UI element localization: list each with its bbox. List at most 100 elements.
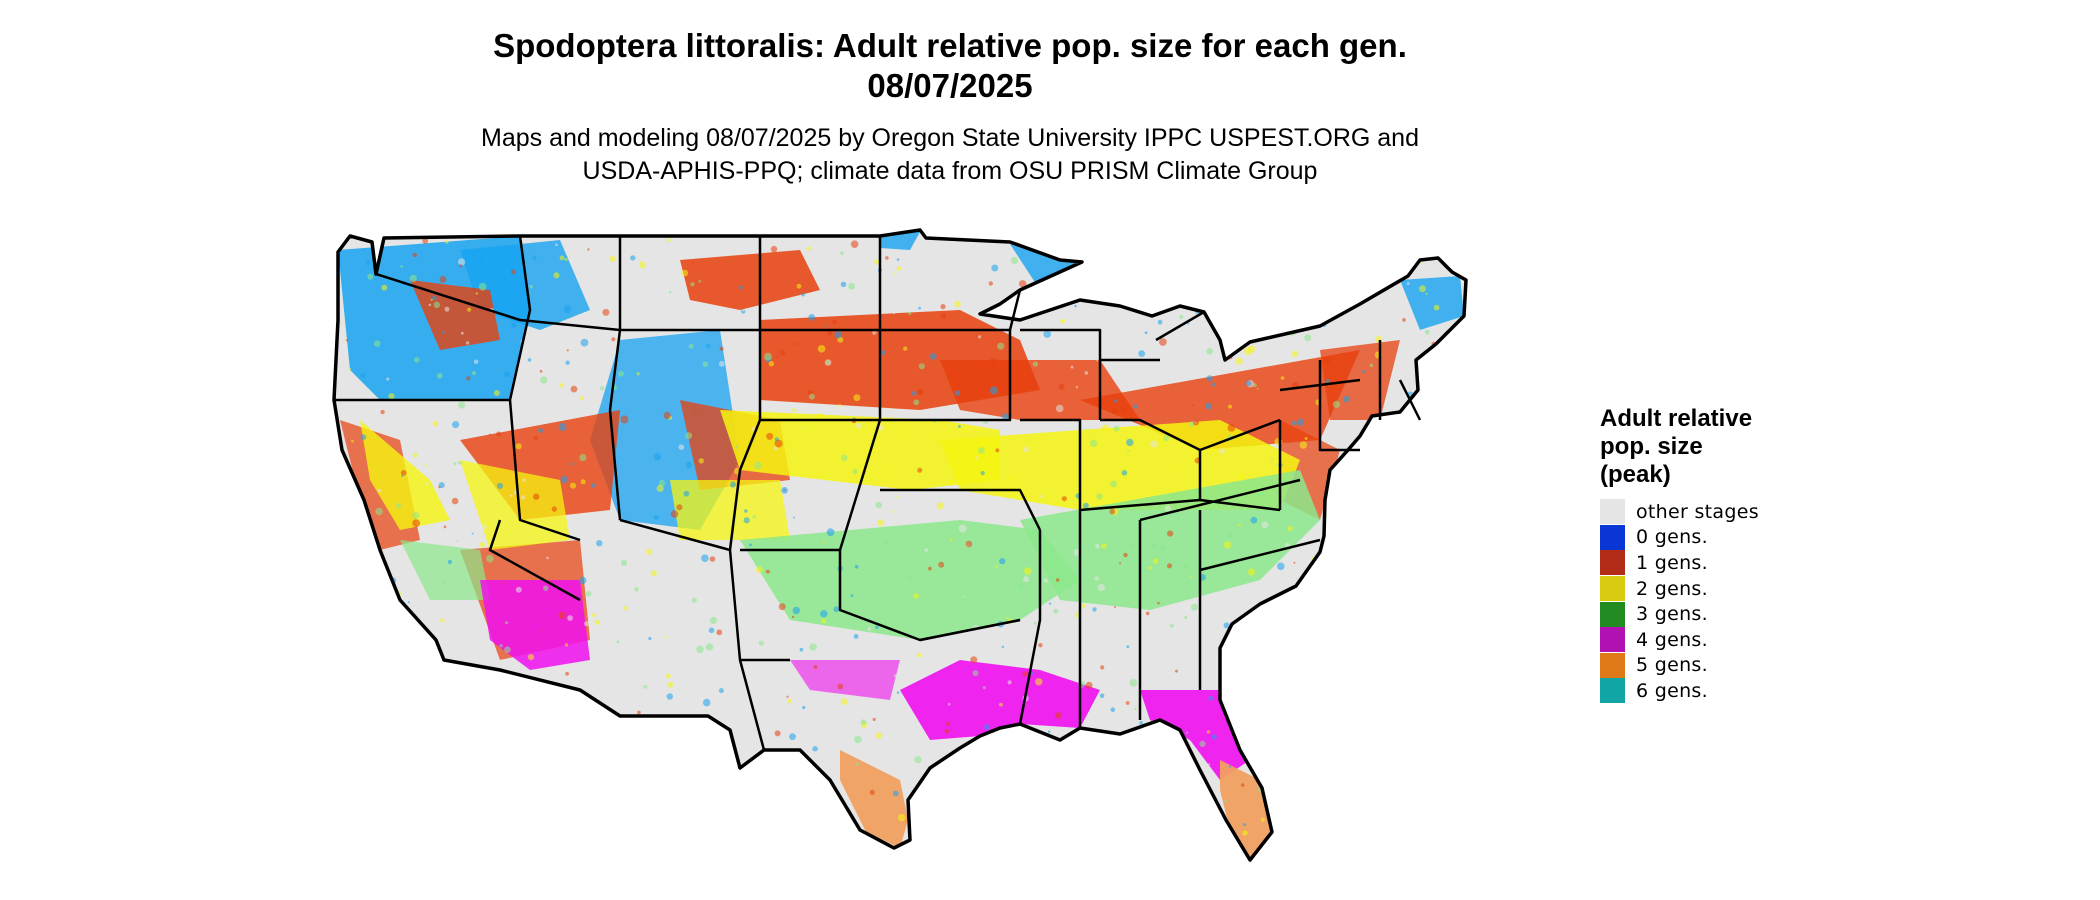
texture-speck — [1099, 693, 1105, 699]
texture-speck — [1442, 720, 1445, 724]
texture-speck — [1084, 371, 1089, 375]
us-outline — [332, 228, 1468, 862]
texture-speck — [1237, 341, 1241, 344]
texture-speck — [1095, 543, 1100, 549]
texture-speck — [458, 258, 466, 266]
texture-speck — [496, 835, 501, 840]
texture-speck — [1206, 347, 1214, 355]
texture-speck — [602, 308, 610, 316]
texture-speck — [1358, 833, 1361, 836]
texture-speck — [611, 337, 616, 342]
texture-speck — [1085, 681, 1093, 689]
texture-speck — [809, 289, 812, 293]
texture-speck — [854, 564, 859, 569]
texture-speck — [1010, 256, 1019, 265]
texture-speck — [488, 433, 491, 436]
texture-speck — [529, 285, 533, 289]
texture-speck — [1192, 419, 1199, 426]
texture-speck — [1129, 678, 1138, 687]
legend-item: 1 gens. — [1600, 550, 1759, 576]
texture-speck — [380, 409, 385, 415]
legend-label: 2 gens. — [1636, 577, 1708, 600]
texture-speck — [768, 361, 775, 367]
texture-speck — [471, 370, 476, 376]
texture-speck — [1208, 696, 1214, 701]
texture-speck — [1452, 369, 1459, 375]
texture-speck — [914, 755, 922, 764]
texture-speck — [997, 342, 1005, 350]
state-border — [488, 519, 581, 602]
texture-speck — [1244, 242, 1253, 250]
legend-item: other stages — [1600, 499, 1759, 525]
texture-speck — [1380, 241, 1384, 244]
texture-speck — [1297, 418, 1304, 426]
texture-speck — [809, 643, 817, 651]
texture-speck — [351, 439, 354, 443]
texture-speck — [967, 658, 971, 662]
texture-speck — [995, 448, 1000, 453]
texture-speck — [407, 682, 415, 691]
texture-speck — [1392, 560, 1400, 569]
texture-speck — [1369, 363, 1374, 368]
texture-speck — [975, 456, 979, 460]
texture-speck — [896, 266, 902, 271]
texture-speck — [1166, 563, 1173, 569]
texture-speck — [743, 517, 750, 524]
texture-speck — [826, 607, 828, 610]
texture-speck — [681, 269, 689, 277]
texture-speck — [603, 812, 612, 821]
legend-swatch — [1600, 499, 1625, 525]
texture-speck — [1389, 653, 1393, 657]
texture-speck — [1346, 274, 1353, 282]
texture-speck — [1169, 623, 1174, 628]
texture-speck — [583, 812, 591, 820]
texture-speck — [860, 719, 867, 726]
texture-speck — [1320, 269, 1324, 273]
texture-speck — [630, 255, 636, 261]
texture-speck — [570, 385, 578, 393]
texture-speck — [1442, 449, 1445, 452]
texture-speck — [496, 431, 501, 437]
legend-swatch — [1600, 678, 1625, 704]
texture-speck — [1130, 792, 1134, 796]
texture-speck — [1277, 562, 1285, 571]
texture-speck — [1235, 357, 1243, 365]
texture-speck — [1332, 626, 1335, 629]
texture-speck — [1449, 690, 1456, 697]
texture-speck — [1126, 438, 1134, 447]
texture-speck — [663, 411, 671, 419]
texture-speck — [527, 654, 535, 661]
texture-speck — [1110, 817, 1118, 825]
texture-speck — [1432, 462, 1438, 468]
texture-speck — [1121, 470, 1128, 476]
texture-speck — [1419, 285, 1426, 293]
texture-speck — [568, 379, 576, 387]
texture-speck — [867, 627, 872, 631]
texture-speck — [375, 507, 383, 516]
texture-speck — [590, 483, 596, 488]
texture-speck — [984, 724, 990, 730]
texture-speck — [957, 425, 961, 428]
texture-speck — [1425, 292, 1428, 295]
texture-speck — [455, 825, 461, 831]
texture-speck — [1242, 283, 1246, 287]
texture-speck — [653, 515, 659, 520]
texture-speck — [665, 673, 671, 679]
texture-speck — [425, 482, 429, 486]
texture-speck — [527, 358, 532, 362]
texture-speck — [758, 640, 764, 646]
texture-speck — [1416, 467, 1423, 474]
legend-swatch — [1600, 524, 1625, 550]
texture-speck — [585, 590, 592, 597]
texture-speck — [521, 730, 528, 736]
texture-speck — [938, 561, 945, 568]
texture-speck — [1365, 450, 1369, 454]
legend-item: 6 gens. — [1600, 678, 1759, 704]
texture-speck — [441, 330, 445, 334]
texture-speck — [1439, 524, 1443, 528]
texture-speck — [907, 504, 912, 509]
texture-speck — [414, 357, 420, 363]
texture-speck — [1238, 523, 1241, 527]
texture-speck — [1396, 496, 1403, 502]
texture-speck — [1167, 530, 1174, 537]
